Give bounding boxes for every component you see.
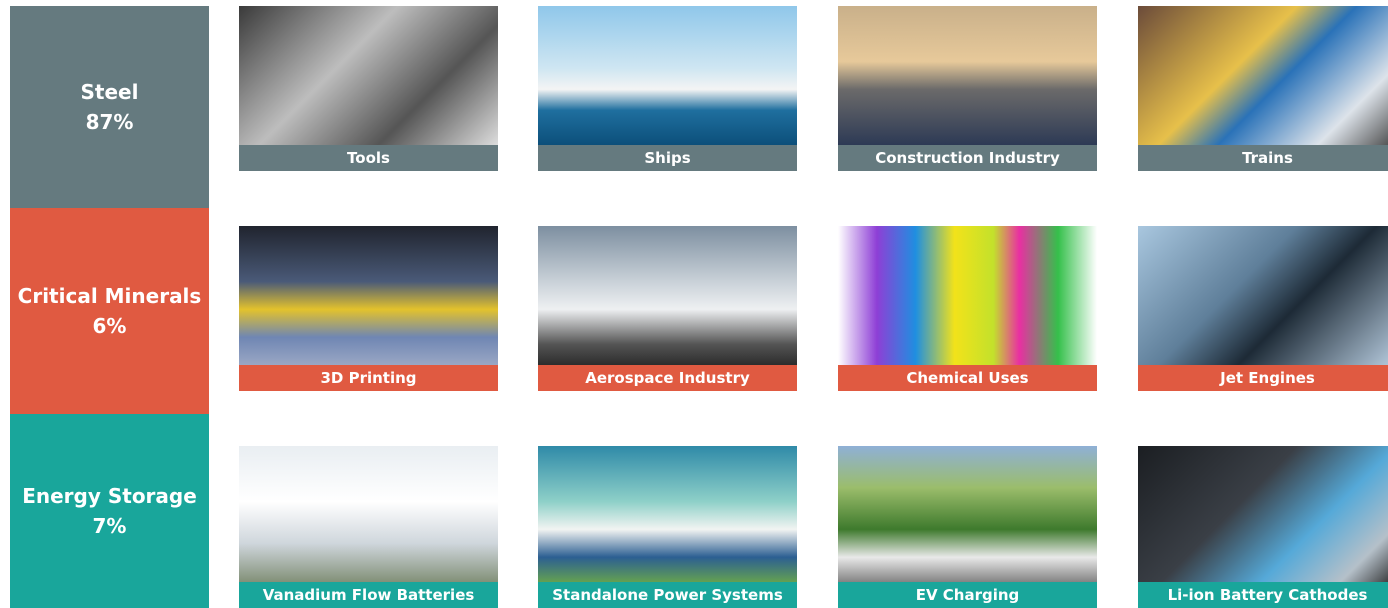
category-panel: Steel 87% xyxy=(10,6,209,208)
tile-image xyxy=(838,226,1097,365)
category-share: 7% xyxy=(92,514,127,538)
tile-caption: Tools xyxy=(239,145,498,171)
use-tile: Vanadium Flow Batteries xyxy=(239,446,498,608)
use-tile: Jet Engines xyxy=(1138,226,1388,391)
category-share: 87% xyxy=(85,110,134,134)
use-tile: Ships xyxy=(538,6,797,171)
tile-image xyxy=(538,446,797,585)
tile-caption: Vanadium Flow Batteries xyxy=(239,582,498,608)
tile-caption: Aerospace Industry xyxy=(538,365,797,391)
category-label: Energy Storage xyxy=(22,484,197,508)
tile-caption: Chemical Uses xyxy=(838,365,1097,391)
tile-caption: 3D Printing xyxy=(239,365,498,391)
use-tile: Tools xyxy=(239,6,498,171)
use-tile: Chemical Uses xyxy=(838,226,1097,391)
tile-image xyxy=(838,6,1097,145)
use-tile: 3D Printing xyxy=(239,226,498,391)
tile-image xyxy=(838,446,1097,585)
tile-caption: Standalone Power Systems xyxy=(538,582,797,608)
tile-image xyxy=(1138,226,1388,365)
tile-caption: Ships xyxy=(538,145,797,171)
tile-image xyxy=(538,226,797,365)
use-tile: Standalone Power Systems xyxy=(538,446,797,608)
category-panel: Critical Minerals 6% xyxy=(10,208,209,414)
category-panel: Energy Storage 7% xyxy=(10,414,209,608)
tile-image xyxy=(239,226,498,365)
tile-image xyxy=(538,6,797,145)
tile-caption: Trains xyxy=(1138,145,1388,171)
category-label: Critical Minerals xyxy=(17,284,202,308)
tile-caption: Construction Industry xyxy=(838,145,1097,171)
tile-image xyxy=(239,6,498,145)
tile-image xyxy=(1138,6,1388,145)
use-tile: Construction Industry xyxy=(838,6,1097,171)
tile-image xyxy=(1138,446,1388,585)
tile-image xyxy=(239,446,498,585)
use-tile: EV Charging xyxy=(838,446,1097,608)
use-tile: Li-ion Battery Cathodes xyxy=(1138,446,1388,608)
use-tile: Trains xyxy=(1138,6,1388,171)
use-tile: Aerospace Industry xyxy=(538,226,797,391)
tile-caption: Li-ion Battery Cathodes xyxy=(1138,582,1388,608)
category-label: Steel xyxy=(80,80,139,104)
tile-caption: Jet Engines xyxy=(1138,365,1388,391)
tile-caption: EV Charging xyxy=(838,582,1097,608)
category-share: 6% xyxy=(92,314,127,338)
